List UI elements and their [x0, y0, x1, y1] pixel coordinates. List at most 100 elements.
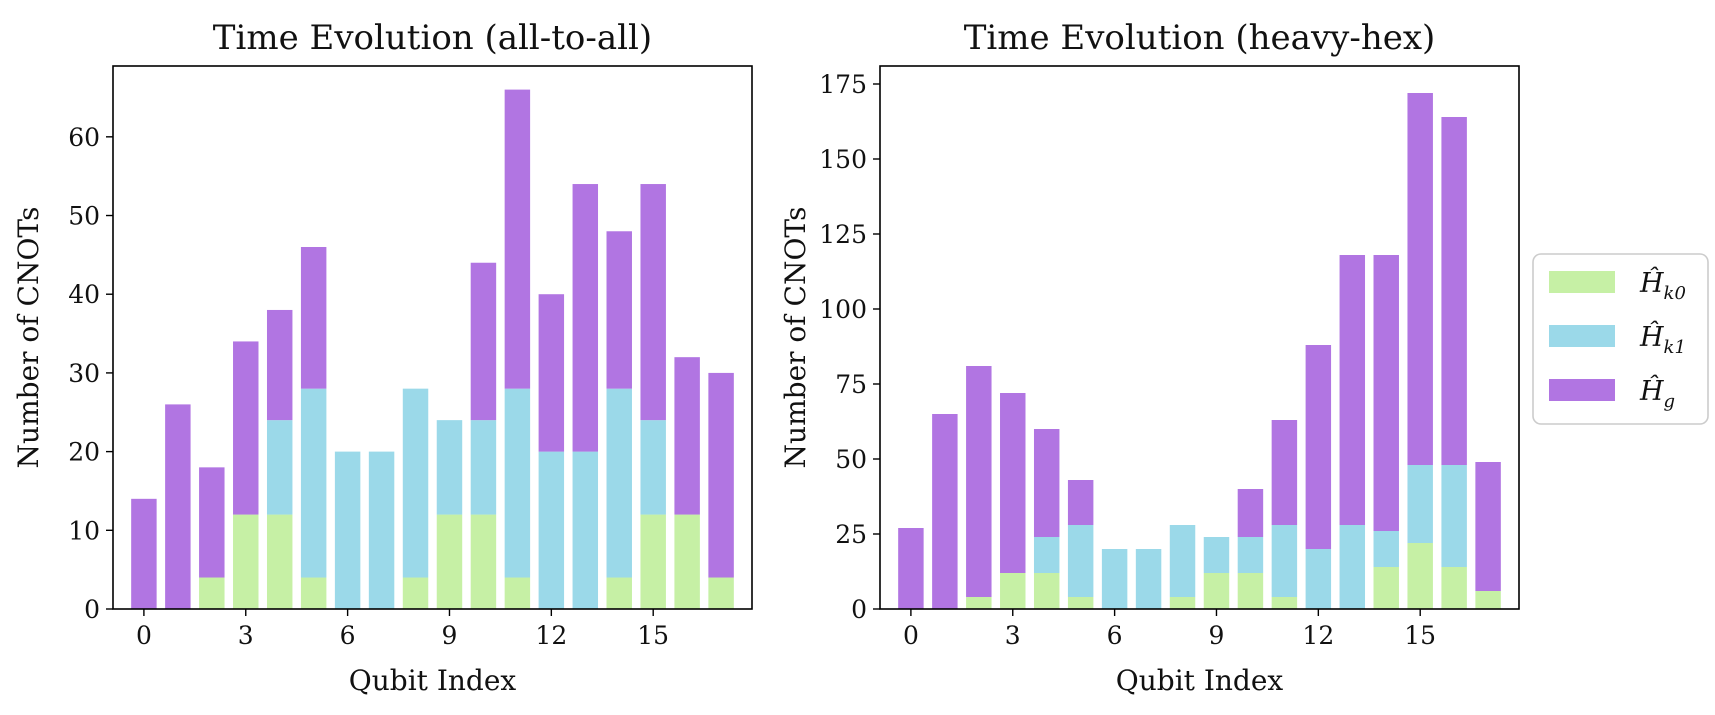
bar-h-k0-q15: [1407, 543, 1433, 609]
x-tick-label: 6: [340, 621, 356, 650]
bar-h-g-q12: [538, 294, 565, 452]
bar-h-k1-q14: [1373, 531, 1399, 567]
bar-h-k0-q14: [606, 577, 632, 609]
legend-swatch-k1: [1549, 325, 1615, 347]
bar-h-g-q5: [300, 247, 327, 389]
x-tick-label: 9: [1209, 621, 1225, 650]
bar-h-k1-q6: [334, 451, 361, 609]
bar-h-k1-q4: [1033, 537, 1060, 573]
y-axis-label: Number of CNOTs: [12, 207, 45, 469]
x-tick-label: 3: [238, 621, 254, 650]
chart-title: Time Evolution (all-to-all): [213, 18, 652, 58]
bar-h-k0-q2: [199, 577, 225, 609]
chart-panel-all-to-all: 0 3 6 9 12 15 0 10 20 30 40 50 60 Time Evolution (all…: [12, 18, 753, 697]
y-tick-label: 0: [851, 595, 867, 624]
y-tick-label: 125: [819, 220, 867, 249]
bar-h-g-q0: [898, 528, 924, 609]
bar-h-g-q4: [1033, 429, 1060, 537]
bar-h-g-q0: [131, 498, 157, 609]
bar-h-g-q2: [966, 366, 992, 597]
bar-h-k0-q8: [1169, 597, 1196, 609]
y-tick-label: 0: [84, 595, 100, 624]
x-tick-label: 6: [1107, 621, 1123, 650]
bar-h-k0-q8: [402, 577, 429, 609]
y-tick-label: 50: [68, 202, 100, 231]
bar-h-k1-q12: [1305, 549, 1332, 609]
y-tick-label: 50: [835, 445, 867, 474]
bar-h-k0-q14: [1373, 567, 1399, 609]
bar-h-g-q3: [233, 341, 259, 515]
bar-h-k0-q16: [1441, 567, 1467, 609]
bar-h-k0-q17: [708, 577, 734, 609]
x-axis-label: Qubit Index: [349, 664, 517, 697]
bar-h-k0-q4: [1033, 573, 1060, 609]
x-tick-label: 3: [1005, 621, 1021, 650]
bar-h-k1-q5: [1067, 525, 1094, 597]
bar-h-k0-q11: [504, 577, 531, 609]
bar-h-g-q4: [266, 309, 293, 421]
bar-h-k1-q12: [538, 451, 565, 609]
bar-h-k0-q10: [470, 514, 497, 609]
bar-h-g-q17: [708, 372, 734, 578]
x-tick-label: 0: [136, 621, 152, 650]
bar-h-k1-q9: [436, 420, 463, 515]
x-tick-label: 15: [1404, 621, 1436, 650]
y-tick-label: 60: [68, 123, 100, 152]
bar-h-g-q1: [165, 404, 191, 609]
bar-h-k0-q17: [1475, 591, 1501, 609]
x-tick-label: 9: [442, 621, 458, 650]
x-tick-label: 12: [535, 621, 567, 650]
bar-h-g-q5: [1067, 480, 1094, 525]
legend-swatch-k0: [1549, 271, 1615, 293]
bar-h-k1-q14: [606, 388, 632, 578]
bar-h-g-q13: [1339, 255, 1366, 525]
bar-h-k1-q4: [266, 420, 293, 515]
chart-title: Time Evolution (heavy-hex): [964, 18, 1436, 58]
bar-h-k1-q11: [1271, 525, 1298, 597]
y-tick-label: 75: [835, 370, 867, 399]
legend-label-k1: Ĥk1: [1639, 320, 1686, 358]
bar-h-k0-q3: [233, 514, 259, 609]
x-tick-label: 0: [903, 621, 919, 650]
bar-h-g-q16: [674, 357, 700, 515]
bar-h-k1-q5: [300, 388, 327, 578]
y-tick-label: 20: [68, 438, 100, 467]
bar-h-k1-q11: [504, 388, 531, 578]
legend-label-k0: Ĥk0: [1639, 266, 1686, 304]
y-axis-label: Number of CNOTs: [779, 207, 812, 469]
bar-h-g-q1: [932, 414, 958, 609]
bar-h-k1-q9: [1203, 537, 1230, 573]
y-tick-label: 175: [819, 70, 867, 99]
y-tick-label: 10: [68, 516, 100, 545]
bar-h-k1-q6: [1101, 549, 1128, 609]
bar-h-g-q12: [1305, 345, 1332, 549]
legend: Ĥk0 Ĥk1 Ĥg: [1532, 253, 1709, 425]
legend-swatch-g: [1549, 379, 1615, 401]
x-tick-label: 12: [1302, 621, 1334, 650]
bar-h-k1-q8: [1169, 525, 1196, 597]
bar-h-g-q15: [1407, 93, 1433, 465]
bar-h-k1-q16: [1441, 465, 1467, 567]
bar-h-k0-q16: [674, 514, 700, 609]
bar-h-k1-q15: [1407, 465, 1433, 543]
bar-h-g-q13: [572, 184, 599, 452]
bar-h-k1-q13: [572, 451, 599, 609]
bar-h-k1-q13: [1339, 525, 1366, 609]
bar-h-k0-q5: [1067, 597, 1094, 609]
bar-h-k1-q7: [368, 451, 395, 609]
bar-h-k0-q15: [640, 514, 666, 609]
bar-h-g-q14: [606, 231, 632, 389]
y-tick-label: 25: [835, 520, 867, 549]
bar-h-g-q15: [640, 184, 666, 421]
bar-h-k1-q15: [640, 420, 666, 515]
y-tick-label: 100: [819, 295, 867, 324]
bar-h-g-q11: [504, 89, 531, 389]
bar-h-k0-q10: [1237, 573, 1264, 609]
bar-h-k0-q11: [1271, 597, 1298, 609]
bar-h-g-q2: [199, 467, 225, 578]
bar-h-g-q11: [1271, 420, 1298, 525]
x-tick-label: 15: [637, 621, 669, 650]
bar-h-k0-q5: [300, 577, 327, 609]
